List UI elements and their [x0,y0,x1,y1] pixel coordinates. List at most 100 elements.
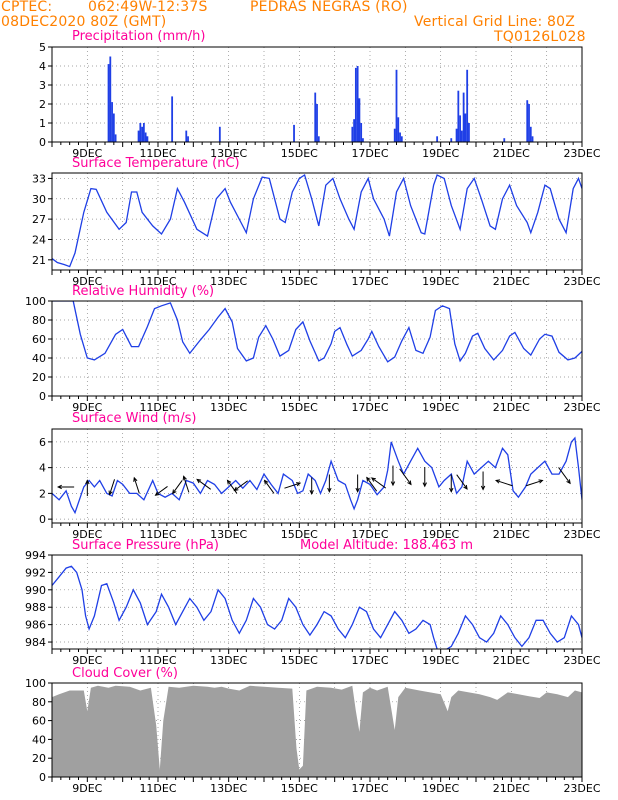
wind-arrow-shaft [525,479,543,487]
wind-arrow [85,479,90,497]
y-tick-label: 100 [25,677,46,690]
y-tick-label: 0 [39,513,46,526]
wind-arrow-head [108,490,113,496]
series-line [52,301,582,363]
wind-arrow [390,465,396,487]
y-tick-label: 988 [25,601,46,614]
x-tick-label: 11DEC [139,275,176,288]
x-tick-label: 9DEC [72,528,102,541]
header-source: CPTEC: [1,0,53,15]
wind-arrow-shaft [133,477,140,494]
wind-arrow [56,484,75,490]
x-tick-label: 17DEC [351,401,388,414]
y-tick-label: 27 [32,213,46,226]
wind-arrow-head [85,479,90,485]
y-tick-label: 40 [32,352,46,365]
panel-data [52,685,582,777]
wind-arrow-head [480,485,486,491]
y-tick-label: 20 [32,371,46,384]
x-tick-label: 17DEC [351,275,388,288]
precip-bar [137,130,140,142]
x-tick-label: 15DEC [281,275,318,288]
x-tick-label: 9DEC [72,401,102,414]
y-tick-label: 4 [39,60,46,73]
precip-bar [107,64,110,142]
y-tick-label: 0 [39,136,46,149]
x-tick-label: 13DEC [210,528,247,541]
y-tick-label: 0 [39,390,46,403]
y-tick-label: 4 [39,462,46,475]
header-code: TQ0126L028 [494,29,586,45]
x-tick-label: 15DEC [281,782,318,795]
wind-arrow-shaft [284,482,301,489]
x-tick-label: 13DEC [210,147,247,160]
x-tick-label: 19DEC [422,528,459,541]
wind-arrow [226,479,238,494]
precip-bar [139,123,142,142]
x-tick-label: 21DEC [493,147,530,160]
panel-title: Surface Temperature (nC) [72,156,240,171]
x-tick-label: 19DEC [422,654,459,667]
precip-bar [399,132,401,142]
x-tick-label: 21DEC [493,528,530,541]
panel-frame [51,554,583,650]
x-tick-label: 19DEC [422,401,459,414]
precip-bar [314,92,317,142]
precip-bar [356,66,359,142]
x-tick-label: 9DEC [72,147,102,160]
precip-bar [362,138,364,142]
x-tick-label: 23DEC [563,654,600,667]
panel-frame [51,428,583,524]
x-tick-label: 15DEC [281,401,318,414]
wind-arrow-shaft [155,486,168,496]
wind-arrow-shaft [109,479,116,495]
panel-1: Surface Temperature (nC) 21 24 27 30 33 9DEC 11… [32,156,601,288]
precip-bar [171,96,174,142]
precip-bar [109,56,112,142]
x-tick-label: 11DEC [139,528,176,541]
wind-arrow-shaft [371,477,387,489]
wind-arrow-head [154,491,160,496]
x-tick-label: 19DEC [422,147,459,160]
wind-arrow [370,477,387,489]
wind-arrow-head [263,479,269,485]
wind-arrow-head [226,479,232,485]
precip-bar [144,132,147,142]
precip-bar [142,123,145,142]
x-tick-label: 13DEC [210,401,247,414]
wind-arrow-head [422,482,427,488]
wind-arrow-head [566,479,571,485]
y-tick-label: 40 [32,733,46,746]
panel-data [52,565,582,649]
y-tick-label: 0 [39,771,46,784]
series-line [52,436,582,515]
panel-5: Cloud Cover (%) 0 20 40 60 80 100 9DEC 11DEC 13DE… [25,666,601,795]
x-tick-label: 23DEC [563,782,600,795]
precip-bar [293,124,295,142]
x-tick-label: 21DEC [493,275,530,288]
panel-title: Surface Pressure (hPa) [72,538,219,553]
x-tick-label: 13DEC [210,782,247,795]
wind-arrow-shaft [172,480,183,494]
panel-data [52,173,582,268]
y-tick-label: 6 [39,436,46,449]
precip-bar [395,69,398,142]
y-tick-label: 20 [32,752,46,765]
panel-title: Cloud Cover (%) [72,666,178,681]
wind-arrow-shaft [456,474,468,490]
precip-bar [187,136,189,142]
wind-arrow [449,474,454,493]
x-tick-label: 9DEC [72,654,102,667]
wind-arrow-head [133,476,138,482]
x-tick-label: 17DEC [351,528,388,541]
x-tick-label: 21DEC [493,401,530,414]
x-tick-label: 9DEC [72,275,102,288]
y-tick-label: 100 [25,295,46,308]
y-tick-label: 30 [32,193,46,206]
precip-bar [457,90,460,142]
wind-arrow [525,479,544,487]
header-coords: 062:49W-12:37S [88,0,208,15]
wind-arrow [263,479,275,494]
precip-bar [460,130,463,142]
wind-arrow-shaft [196,479,212,490]
